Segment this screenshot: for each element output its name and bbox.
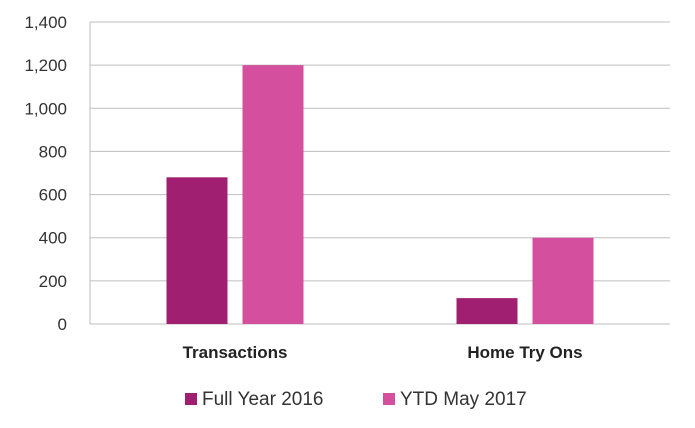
x-tick-label: Home Try Ons bbox=[467, 343, 582, 362]
axis-layer: 0 200 400 600 800 1,000 1,200 1,400 bbox=[24, 13, 91, 334]
y-tick-label: 200 bbox=[39, 272, 67, 291]
bar-ytd-may-2017-transactions bbox=[242, 65, 304, 325]
bar-full-year-2016-transactions bbox=[166, 177, 228, 324]
legend-label: Full Year 2016 bbox=[202, 389, 324, 410]
y-tick-label: 800 bbox=[39, 142, 67, 161]
legend-swatch bbox=[185, 393, 197, 405]
bar-full-year-2016-home-try-ons bbox=[456, 298, 518, 324]
y-tick-label: 600 bbox=[39, 186, 67, 205]
y-tick-label: 0 bbox=[58, 315, 67, 334]
bar-layer bbox=[166, 65, 594, 325]
y-tick-label: 1,000 bbox=[24, 99, 67, 118]
x-tick-label: Transactions bbox=[183, 343, 288, 362]
legend-swatch bbox=[383, 393, 395, 405]
y-tick-label: 400 bbox=[39, 229, 67, 248]
bar-ytd-may-2017-home-try-ons bbox=[532, 237, 594, 324]
legend-label: YTD May 2017 bbox=[400, 389, 527, 410]
x-tick-label-layer: Transactions Home Try Ons bbox=[183, 343, 583, 362]
legend: Full Year 2016 YTD May 2017 bbox=[185, 389, 527, 410]
y-tick-label: 1,200 bbox=[24, 56, 67, 75]
y-tick-label: 1,400 bbox=[24, 13, 67, 32]
